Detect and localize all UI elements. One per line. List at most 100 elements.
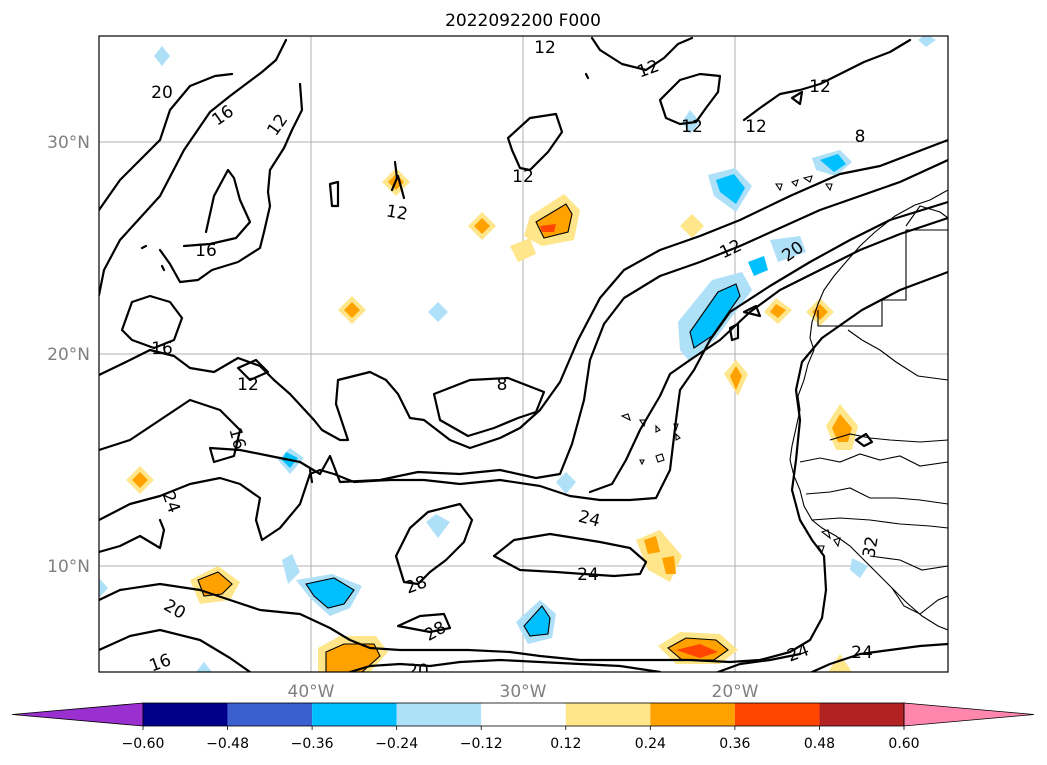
anomaly-patch-positive [730, 366, 742, 390]
anomaly-patch-negative [196, 662, 212, 672]
contour-line [396, 612, 452, 634]
lat-label-20n: 20°N [47, 345, 90, 365]
anomaly-patch-positive [770, 304, 786, 318]
colorbar-segment [143, 703, 228, 726]
contour-label: 12 [717, 236, 745, 263]
contour-label: 16 [209, 102, 238, 131]
colorbar-tick-label: −0.24 [375, 736, 418, 752]
anomaly-patch-positive [812, 304, 828, 320]
colorbar-tick-label: 0.36 [719, 736, 750, 752]
anomaly-patch-negative [556, 472, 576, 494]
contour-label: 12 [237, 375, 259, 395]
anomaly-patch-negative [524, 606, 550, 636]
contour-line [328, 180, 340, 208]
contour-label: 16 [195, 241, 217, 261]
contour-label: 12 [264, 111, 293, 140]
border-line [805, 487, 948, 505]
anomaly-patch-positive [676, 644, 718, 658]
contour-label: 20 [160, 596, 189, 624]
anomaly-patch-positive [636, 530, 682, 582]
bijagos-islands [816, 529, 841, 554]
coastline-africa [789, 189, 948, 631]
lon-label-20w: 20°W [712, 682, 759, 702]
contour-line [716, 652, 802, 672]
contour-line [590, 36, 694, 72]
colorbar-extend-high [903, 702, 1035, 727]
anomaly-outline [197, 571, 233, 597]
contour-label: 16 [151, 339, 173, 359]
colorbar-tick-label: −0.48 [206, 736, 249, 752]
contour-line [182, 168, 252, 248]
anomaly-outline [523, 605, 551, 637]
contour-label: 12 [534, 38, 556, 58]
contour-line [790, 90, 804, 106]
contour-label: 20 [407, 661, 429, 681]
contour-line [432, 376, 546, 438]
anomaly-patch-positive [474, 218, 490, 234]
longitude-labels: 40°W 30°W 20°W [288, 682, 759, 702]
colorbar-segment [650, 703, 735, 726]
border-line [811, 517, 948, 529]
border-line [891, 587, 948, 615]
border-line [829, 433, 948, 443]
anomaly-patch-negative [716, 174, 745, 204]
contour-line [99, 518, 166, 554]
border-line [799, 453, 948, 467]
contour-line [728, 304, 762, 342]
anomaly-patch-positive [326, 644, 380, 672]
anomaly-patch-positive [540, 224, 556, 232]
contour-line [742, 38, 912, 122]
anomaly-patch-negative [99, 578, 108, 598]
colorbar-tick-label: −0.36 [291, 736, 334, 752]
contour-label: 12 [384, 201, 409, 224]
anomaly-outline [535, 203, 573, 239]
contour-label: 24 [851, 643, 873, 663]
contour-line [158, 82, 304, 284]
colorbar-tick-label: 0.60 [888, 736, 919, 752]
contour-labels: 12 12 12 12 12 12 12 12 12 12 8 8 16 16 … [147, 38, 883, 681]
colorbar-segment [227, 703, 313, 726]
colorbar-frame [142, 702, 905, 727]
contour-label: 12 [635, 56, 662, 82]
plot-frame [98, 35, 949, 673]
colorbar: −0.60 −0.48 −0.36 −0.24 −0.12 0.12 0.24 0.36 0.4… [11, 702, 1035, 752]
colorbar-tick-label: 0.48 [804, 736, 835, 752]
anomaly-patch-positive [510, 238, 536, 262]
contour-line [810, 642, 948, 672]
anomaly-patch-positive [680, 214, 704, 238]
contour-line [99, 158, 948, 484]
gridlines [99, 36, 948, 672]
border-line [869, 555, 948, 571]
lon-label-40w: 40°W [288, 682, 335, 702]
contour-lines [99, 36, 948, 672]
contour-line [99, 72, 234, 212]
lat-label-30n: 30°N [47, 133, 90, 153]
latitude-labels: 30°N 20°N 10°N [47, 133, 90, 577]
contour-label: 20 [151, 83, 173, 103]
contour-line [506, 112, 564, 172]
contour-label: 24 [576, 507, 602, 532]
contour-line [99, 270, 948, 664]
colorbar-tick-label: −0.60 [122, 736, 165, 752]
contour-line [308, 468, 314, 484]
contour-line [99, 200, 948, 542]
contour-label: 32 [859, 535, 882, 560]
anomaly-patch-negative [426, 514, 450, 538]
anomaly-patch-positive [828, 654, 852, 672]
contour-label: 28 [421, 618, 450, 646]
contour-line [120, 294, 184, 350]
contour-line [854, 432, 874, 448]
colorbar-extend-low [11, 702, 144, 727]
anomaly-patch-negative [820, 154, 846, 172]
contour-line [390, 160, 399, 192]
anomaly-patch-negative [428, 302, 448, 322]
anomaly-patch-negative [154, 46, 170, 66]
contour-label: 8 [855, 127, 866, 147]
contour-line [396, 174, 406, 200]
contour-label: 24 [577, 565, 599, 585]
anomaly-outlines [197, 203, 741, 672]
border-line [817, 229, 948, 327]
contour-label: 12 [512, 167, 534, 187]
colorbar-tick-label: 0.24 [635, 736, 666, 752]
colorbar-tick-label: 0.12 [550, 736, 581, 752]
